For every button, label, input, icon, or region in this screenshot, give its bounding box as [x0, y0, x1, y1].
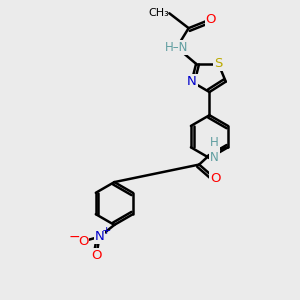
- Text: O: O: [210, 172, 221, 185]
- Text: N: N: [187, 75, 196, 88]
- Text: H
N: H N: [210, 136, 219, 164]
- Text: O: O: [78, 235, 88, 248]
- Text: H–N: H–N: [165, 41, 188, 54]
- Text: S: S: [214, 57, 223, 70]
- Text: CH₃: CH₃: [148, 8, 169, 18]
- Text: +: +: [102, 226, 112, 236]
- Text: O: O: [91, 249, 102, 262]
- Text: −: −: [69, 230, 81, 244]
- Text: N: N: [94, 230, 104, 243]
- Text: O: O: [206, 13, 216, 26]
